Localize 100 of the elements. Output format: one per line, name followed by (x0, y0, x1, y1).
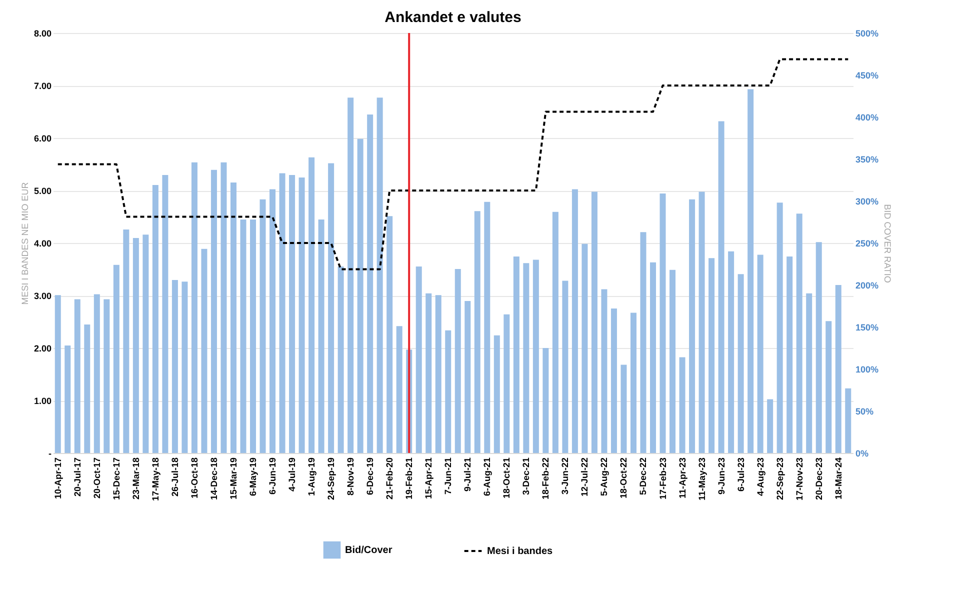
bar (806, 293, 812, 453)
bar (289, 174, 296, 453)
x-tick-label: 9-Jul-21 (462, 458, 473, 492)
y2-tick-label: 0% (856, 448, 869, 458)
x-tick-label: 18-Feb-22 (540, 458, 551, 500)
bar (376, 98, 383, 453)
x-tick-label: 3-Dec-21 (521, 458, 532, 496)
y2-tick-label: 250% (856, 238, 879, 248)
x-tick-label: 19-Feb-21 (404, 458, 414, 500)
bar (386, 216, 393, 453)
bar (54, 295, 61, 453)
bar (689, 199, 696, 453)
x-tick-label: 6-Dec-19 (365, 458, 376, 496)
chart-title: Ankandet e valutes (384, 9, 522, 26)
bar (191, 162, 198, 453)
bar (260, 199, 266, 453)
bar (201, 248, 208, 453)
x-tick-label: 22-Sep-23 (774, 458, 785, 500)
bar (426, 293, 432, 453)
y2-tick-label: 400% (856, 112, 879, 122)
bar (474, 211, 480, 453)
bar (718, 121, 724, 453)
bar (494, 335, 500, 453)
bar (748, 89, 754, 453)
bar (562, 280, 568, 453)
bar (591, 192, 598, 453)
x-tick-label: 5-Aug-22 (599, 458, 610, 496)
x-tick-label: 20-Oct-17 (92, 458, 102, 499)
x-tick-label: 26-Jul-18 (170, 458, 180, 497)
bar (74, 299, 80, 453)
bar (338, 266, 344, 453)
bar (445, 330, 452, 453)
x-tick-label: 5-Dec-22 (638, 458, 648, 496)
legend-label: Mesi i bandes (487, 546, 554, 557)
y-tick-label: 4.00 (34, 238, 52, 248)
bar (816, 242, 822, 453)
bar (279, 173, 286, 453)
y-axis-title: MESI I BANDES NE MIO EUR (20, 182, 30, 305)
x-tick-label: 18-Mar-24 (833, 458, 844, 500)
x-tick-label: 15-Dec-17 (111, 458, 122, 500)
x-tick-label: 14-Dec-18 (208, 458, 219, 500)
bar (220, 162, 227, 453)
y2-axis-title: BID COVER RATIO (882, 204, 893, 283)
x-tick-label: 12-Jul-22 (580, 458, 590, 497)
bar (104, 299, 110, 453)
x-tick-label: 17-May-18 (150, 458, 160, 502)
bar (142, 234, 149, 453)
y-tick-label: 1.00 (34, 396, 52, 406)
x-tick-label: 15-Mar-19 (228, 458, 238, 500)
bar (620, 364, 627, 453)
legend-label: Bid/Cover (345, 545, 392, 556)
bar (640, 232, 646, 453)
line-series (56, 58, 850, 270)
x-tick-label: 21-Feb-20 (384, 458, 395, 500)
y2-tick-label: 450% (856, 70, 879, 80)
x-tick-label: 17-Feb-23 (658, 458, 668, 500)
y2-tick-label: 50% (856, 406, 874, 416)
x-tick-label: 3-Jun-22 (560, 458, 570, 495)
x-tick-label: 9-Jun-23 (716, 458, 726, 495)
bar (318, 219, 324, 453)
x-tick-label: 8-Nov-19 (346, 458, 356, 496)
bar (454, 269, 461, 453)
bar (670, 270, 676, 453)
bar (250, 219, 256, 453)
bar (152, 185, 158, 453)
bar (94, 294, 100, 453)
bar (786, 256, 793, 453)
bar (523, 263, 530, 453)
bar (484, 202, 490, 453)
bar (172, 280, 178, 453)
bar (240, 219, 246, 453)
x-tick-label: 15-Apr-21 (424, 458, 434, 500)
bar (679, 357, 686, 453)
bar (513, 256, 520, 453)
bar (182, 282, 188, 453)
x-tick-label: 11-May-23 (696, 458, 707, 501)
bar (738, 274, 744, 453)
y2-tick-label: 200% (856, 280, 879, 290)
bar (123, 230, 130, 453)
bar (776, 202, 783, 453)
bar (610, 308, 617, 453)
x-tick-label: 20-Dec-23 (814, 458, 824, 500)
bar (367, 114, 374, 453)
bar (582, 244, 588, 453)
x-tick-label: 4-Aug-23 (755, 458, 766, 496)
y-tick-label: 2.00 (34, 344, 52, 354)
bar (542, 348, 549, 453)
bar (601, 289, 608, 453)
bar (767, 399, 774, 453)
bar (826, 321, 832, 453)
bar (435, 295, 442, 453)
bar (835, 285, 842, 453)
bar (698, 192, 705, 453)
y2-tick-label: 350% (856, 154, 879, 164)
x-tick-label: 23-Mar-18 (130, 458, 141, 500)
bar (757, 254, 764, 453)
x-tick-label: 16-Oct-18 (189, 458, 200, 499)
bar (728, 251, 734, 453)
bar (650, 262, 656, 453)
bar (532, 260, 539, 453)
